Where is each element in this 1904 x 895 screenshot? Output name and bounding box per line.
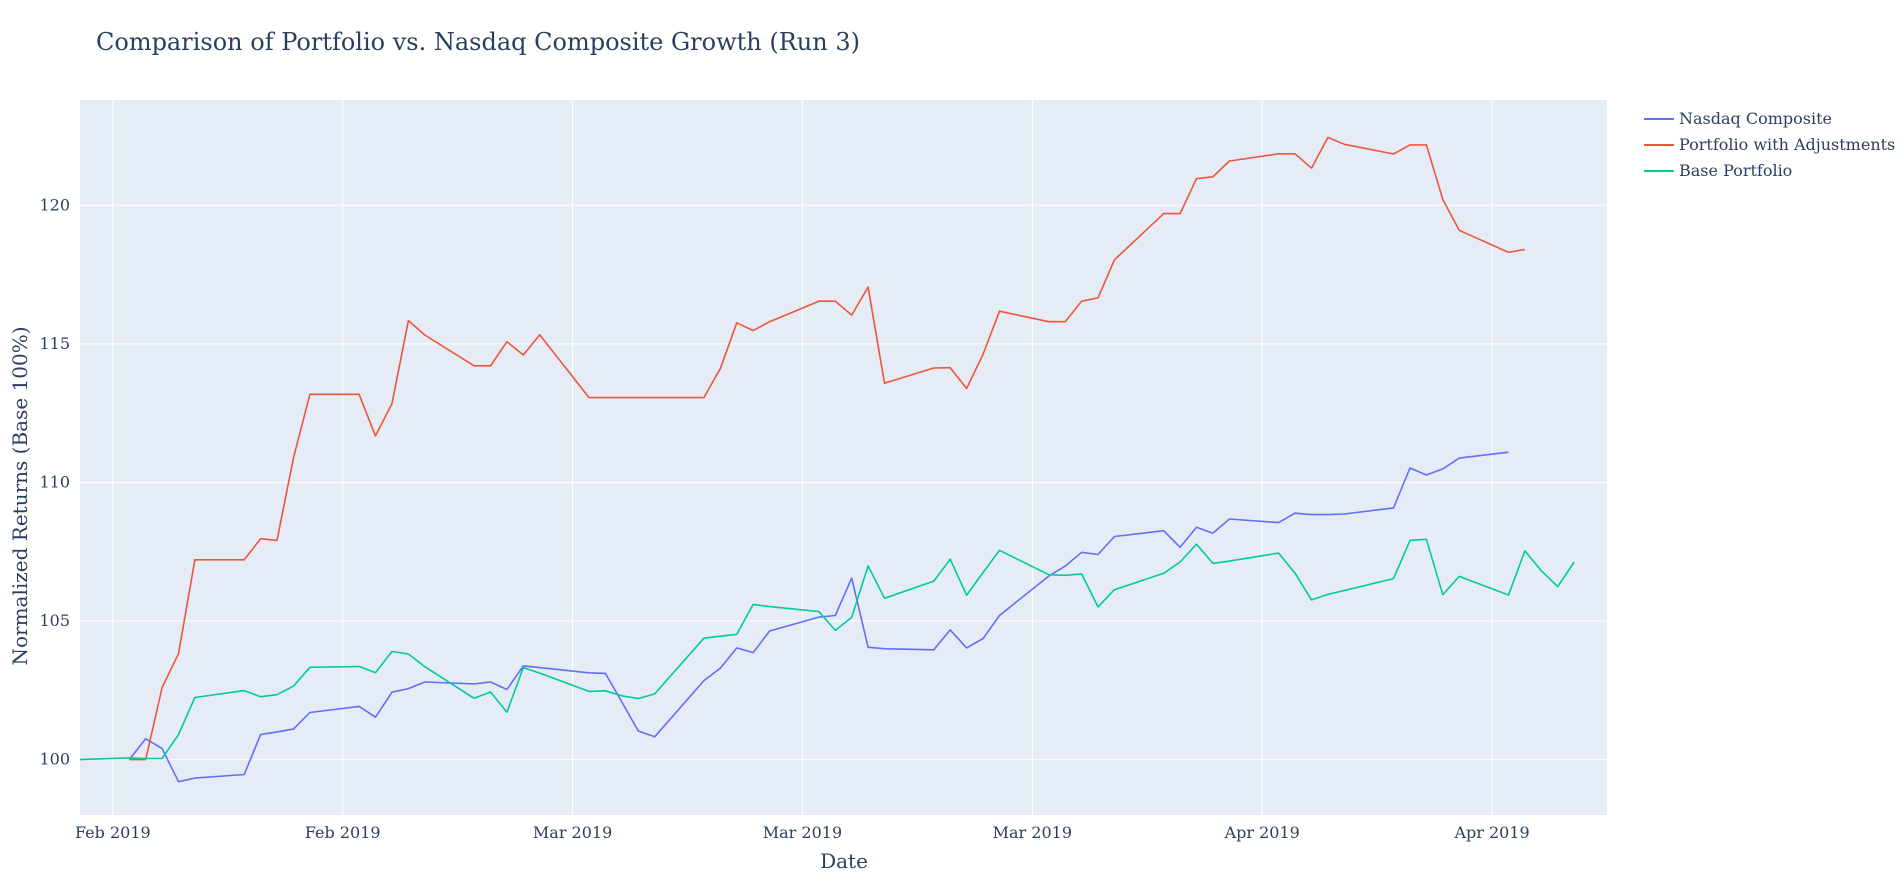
x-axis-ticks: Feb 2019 Feb 2019 Mar 2019 Mar 2019 Mar 2019… bbox=[75, 823, 1530, 842]
legend-label: Portfolio with Adjustments bbox=[1679, 135, 1895, 154]
y-tick-label: 115 bbox=[39, 334, 70, 353]
chart-title: Comparison of Portfolio vs. Nasdaq Compo… bbox=[96, 28, 860, 56]
series-line-nasdaq-composite bbox=[128, 451, 1509, 783]
series-line-portfolio-with-adjustments bbox=[129, 136, 1526, 761]
x-tick-label: Apr 2019 bbox=[1453, 823, 1529, 842]
legend-label: Base Portfolio bbox=[1679, 161, 1792, 180]
plot-area bbox=[80, 100, 1607, 815]
x-tick-label: Feb 2019 bbox=[305, 823, 381, 842]
x-tick-label: Feb 2019 bbox=[75, 823, 151, 842]
gridlines bbox=[80, 100, 1607, 815]
y-tick-label: 105 bbox=[39, 611, 70, 630]
x-axis-title: Date bbox=[820, 849, 868, 873]
legend[interactable]: Nasdaq Composite Portfolio with Adjustmen… bbox=[1644, 109, 1895, 180]
y-tick-label: 120 bbox=[39, 195, 70, 214]
legend-item[interactable]: Nasdaq Composite bbox=[1644, 109, 1832, 128]
series-lines bbox=[80, 136, 1575, 783]
y-tick-label: 100 bbox=[39, 750, 70, 769]
y-axis-title: Normalized Returns (Base 100%) bbox=[8, 326, 32, 665]
series-line-base-portfolio bbox=[80, 538, 1575, 761]
legend-item[interactable]: Base Portfolio bbox=[1644, 161, 1792, 180]
legend-label: Nasdaq Composite bbox=[1679, 109, 1832, 128]
y-tick-label: 110 bbox=[39, 472, 70, 491]
x-tick-label: Mar 2019 bbox=[993, 823, 1072, 842]
x-tick-label: Apr 2019 bbox=[1224, 823, 1300, 842]
x-tick-label: Mar 2019 bbox=[533, 823, 612, 842]
x-tick-label: Mar 2019 bbox=[763, 823, 842, 842]
legend-item[interactable]: Portfolio with Adjustments bbox=[1644, 135, 1895, 154]
y-axis-ticks: 100 105 110 115 120 bbox=[39, 195, 70, 768]
